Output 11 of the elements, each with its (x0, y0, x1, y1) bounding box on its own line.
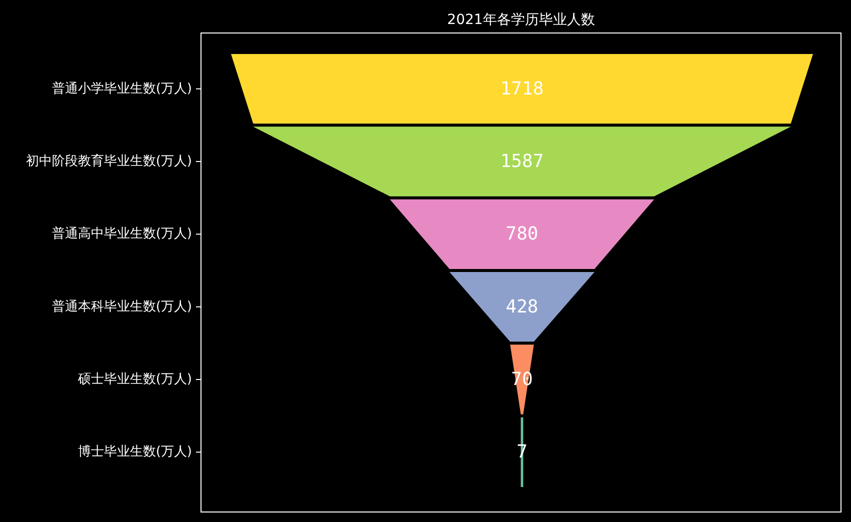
data-label: 1587 (500, 151, 544, 172)
data-label: 428 (506, 296, 538, 318)
category-label: 硕士毕业生数(万人) (76, 372, 192, 387)
data-label: 1718 (500, 78, 544, 100)
category-label: 普通小学毕业生数(万人) (52, 80, 192, 96)
data-label: 780 (506, 224, 538, 245)
category-label: 初中阶段教育毕业生数(万人) (26, 153, 192, 169)
category-label: 普通高中毕业生数(万人) (52, 226, 192, 242)
category-label: 普通本科毕业生数(万人) (52, 298, 192, 314)
category-label: 博士毕业生数(万人) (78, 444, 192, 460)
text: 2021年各学历毕业人数 (447, 12, 595, 28)
